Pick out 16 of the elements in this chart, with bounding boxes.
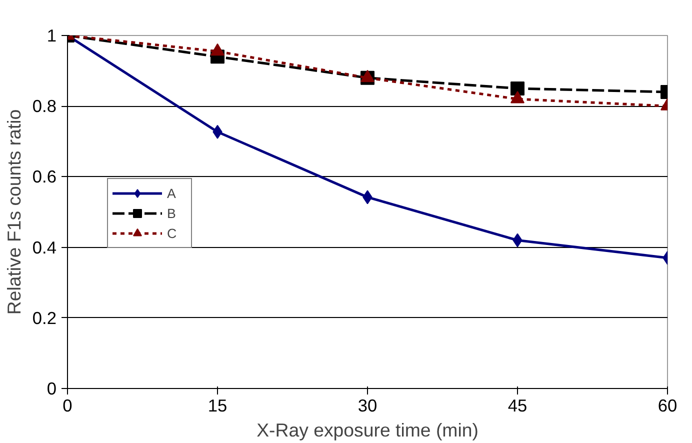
y-tick-label: 1 [46,26,57,46]
x-tick-label: 60 [658,396,678,416]
y-tick-label: 0 [46,378,57,398]
legend-label: C [167,226,178,240]
y-tick-label: 0.4 [32,237,57,258]
x-tick-label: 30 [358,396,378,416]
legend-label: B [167,206,177,220]
y-tick-label: 0.8 [32,96,57,116]
y-axis-title: Relative F1s counts ratio [3,109,24,315]
y-tick-label: 0.2 [32,308,57,328]
x-tick-label: 45 [508,396,528,416]
x-tick-label: 15 [208,396,228,416]
x-axis-title: X-Ray exposure time (min) [256,420,478,440]
y-tick-label: 0.6 [32,166,57,187]
legend-label: A [167,186,177,200]
x-tick-label: 0 [62,396,72,416]
